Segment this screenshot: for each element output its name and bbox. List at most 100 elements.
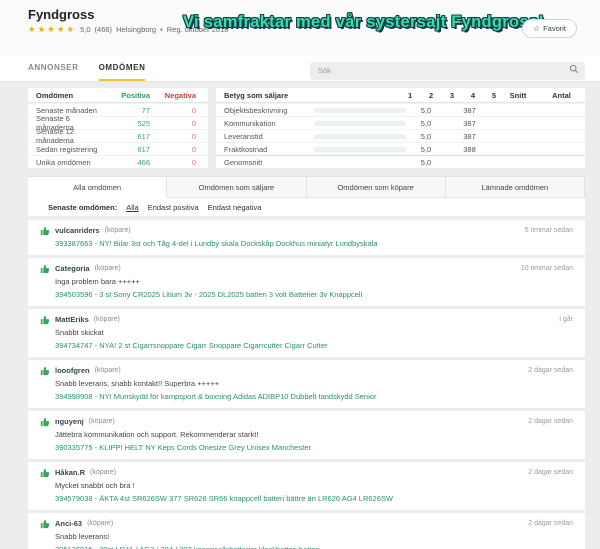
review-filter-row: Senaste omdömen: Alla Endast positiva En… [28, 198, 585, 216]
summary-row-label: Senaste 12 månaderna [36, 127, 74, 145]
rating-count-value: 387 [463, 131, 476, 141]
rating-row-label: Objektsbeskrivning [224, 105, 288, 115]
summary-positive-value[interactable]: 77 [141, 105, 150, 115]
review-username[interactable]: nguyenj [55, 417, 84, 426]
review-card: nguyenj (köpare) 2 dagar sedan Jättebra … [28, 411, 585, 459]
review-card: vulcanriders (köpare) 5 timmar sedan 393… [28, 220, 585, 255]
review-item-link[interactable]: 394734747 - NYA! 2 st Cigarrsnoppare Cig… [55, 341, 328, 350]
filter-option[interactable]: Endast positiva [147, 202, 199, 212]
review-card: Håkan.R (köpare) 2 dagar sedan Mycket sn… [28, 462, 585, 510]
filter-option[interactable]: Alla [126, 202, 139, 212]
rating-total-row: Genomsnitt 5,0 [216, 155, 585, 168]
review-head: looofgren (köpare) 2 dagar sedan [40, 366, 573, 376]
review-username[interactable]: Anci-63 [55, 519, 83, 528]
review-comment: Snabb leverans! [55, 532, 110, 541]
summary-col-label: Omdömen [36, 90, 74, 100]
rating-total-avg: 5,0 [420, 157, 432, 167]
filter-options: Alla Endast positiva Endast negativa [126, 203, 261, 212]
summary-positive-value[interactable]: 617 [137, 131, 150, 141]
review-username[interactable]: Håkan.R [55, 468, 86, 477]
rating-avg-value: 5,0 [420, 131, 432, 141]
review-head: Anci-63 (köpare) 2 dagar sedan [40, 519, 573, 529]
review-tab[interactable]: Omdömen som säljare [167, 176, 307, 198]
summary-positive-value[interactable]: 525 [137, 118, 150, 128]
rating-row: Kommunikation 5,0 387 [216, 116, 585, 129]
thumbs-up-icon [40, 519, 50, 529]
review-item-link[interactable]: 394579038 - ÄKTA 4st SR626SW 377 SR626 S… [55, 494, 393, 503]
summary-negative-value[interactable]: 0 [191, 131, 196, 141]
rating-col-avg: Snitt [509, 90, 527, 100]
filter-option[interactable]: Endast negativa [207, 202, 262, 212]
review-username[interactable]: MattEriks [55, 315, 89, 324]
reviews-section: Senaste omdömen: Alla Endast positiva En… [28, 198, 585, 549]
tab-annonser[interactable]: ANNONSER [28, 63, 79, 72]
favorite-label: Favorit [543, 24, 566, 33]
review-role: (köpare) [90, 469, 117, 476]
search-input[interactable] [310, 61, 585, 80]
rating-value: 5,0 [80, 25, 91, 34]
review-card: Categoria (köpare) 10 timmar sedan Inga … [28, 258, 585, 306]
search-box [310, 60, 585, 80]
review-role: (köpare) [94, 265, 121, 272]
page-title: Fyndgross [28, 7, 95, 22]
summary-row: Senaste 6 månaderna 525 0 [28, 114, 208, 132]
summary-row-label: Unika omdömen [36, 157, 91, 167]
review-card: looofgren (köpare) 2 dagar sedan Snabb l… [28, 360, 585, 408]
review-item-link[interactable]: 390335775 - KLIPP! HELT NY Keps Cords On… [55, 443, 311, 452]
review-tab[interactable]: Alla omdömen [28, 176, 168, 198]
review-role: (köpare) [104, 227, 131, 234]
summary-row-label: Senaste månaden [36, 105, 97, 115]
promo-banner: Vi samfraktar med vår systersajt Fyndgro… [183, 13, 545, 31]
review-item-link[interactable]: 394998908 - NY! Munskydd för kampsport &… [55, 392, 377, 401]
review-timestamp: 5 timmar sedan [524, 227, 573, 234]
review-item-link[interactable]: 394503596 - 3 st Sony CR2025 Litium 3v -… [55, 290, 363, 299]
tab-omdomen[interactable]: OMDÖMEN [98, 56, 146, 81]
favorite-button[interactable]: ☆ Favorit [521, 19, 577, 38]
review-username[interactable]: Categoria [55, 264, 90, 273]
review-role: (köpare) [88, 418, 115, 425]
rating-count[interactable]: (466) [94, 25, 113, 34]
review-tab[interactable]: Lämnade omdömen [445, 176, 585, 198]
rating-avg-value: 5,0 [420, 105, 432, 115]
review-tab[interactable]: Omdömen som köpare [306, 176, 446, 198]
review-timestamp: 10 timmar sedan [520, 265, 573, 272]
review-item-link[interactable]: 395126915 - 30st LR41 / AG3 / 384 / 392 … [55, 545, 447, 549]
review-head: Håkan.R (köpare) 2 dagar sedan [40, 468, 573, 478]
summary-row-label: Senaste 6 månaderna [36, 114, 74, 132]
summary-negative-value[interactable]: 0 [191, 157, 196, 167]
review-head: vulcanriders (köpare) 5 timmar sedan [40, 226, 573, 236]
stats-section: Omdömen Positiva Negativa Senaste månade… [0, 82, 600, 174]
search-icon [569, 64, 579, 74]
rating-row: Objektsbeskrivning 5,0 387 [216, 103, 585, 116]
rating-bar [314, 133, 406, 139]
review-head: MattEriks (köpare) i går [40, 315, 573, 325]
rating-col-label: Betyg som säljare [224, 90, 289, 100]
summary-negative-value[interactable]: 0 [191, 144, 196, 154]
profile-meta: ★★★★★ 5,0 (466) Helsingborg • Reg. oktob… [28, 24, 228, 35]
filter-label: Senaste omdömen: [48, 202, 118, 212]
rating-bar [314, 107, 406, 113]
rating-count-value: 388 [463, 144, 476, 154]
summary-positive-value[interactable]: 617 [137, 144, 150, 154]
review-card: MattEriks (köpare) i går Snabbt skickat … [28, 309, 585, 357]
summary-negative-value[interactable]: 0 [191, 105, 196, 115]
rating-row: Leveranstid 5,0 387 [216, 129, 585, 142]
summary-header-row: Omdömen Positiva Negativa [28, 88, 208, 103]
summary-negative-value[interactable]: 0 [191, 118, 196, 128]
review-username[interactable]: looofgren [55, 366, 90, 375]
review-role: (köpare) [87, 520, 114, 527]
rating-count-value: 387 [463, 118, 476, 128]
review-timestamp: 2 dagar sedan [528, 469, 573, 476]
rating-bar [314, 146, 406, 152]
rating-bar [314, 120, 406, 126]
review-comment: Inga problem bara +++++ [55, 277, 140, 286]
review-username[interactable]: vulcanriders [55, 226, 100, 235]
review-item-link[interactable]: 393387663 - NY! Bilar 3st och Tåg 4-del … [55, 239, 378, 248]
thumbs-up-icon [40, 226, 50, 236]
rating-col-count: Antal [552, 90, 571, 100]
summary-positive-value[interactable]: 466 [137, 157, 150, 167]
review-comment: Jättebra kommunikation och support. Reko… [55, 430, 259, 439]
